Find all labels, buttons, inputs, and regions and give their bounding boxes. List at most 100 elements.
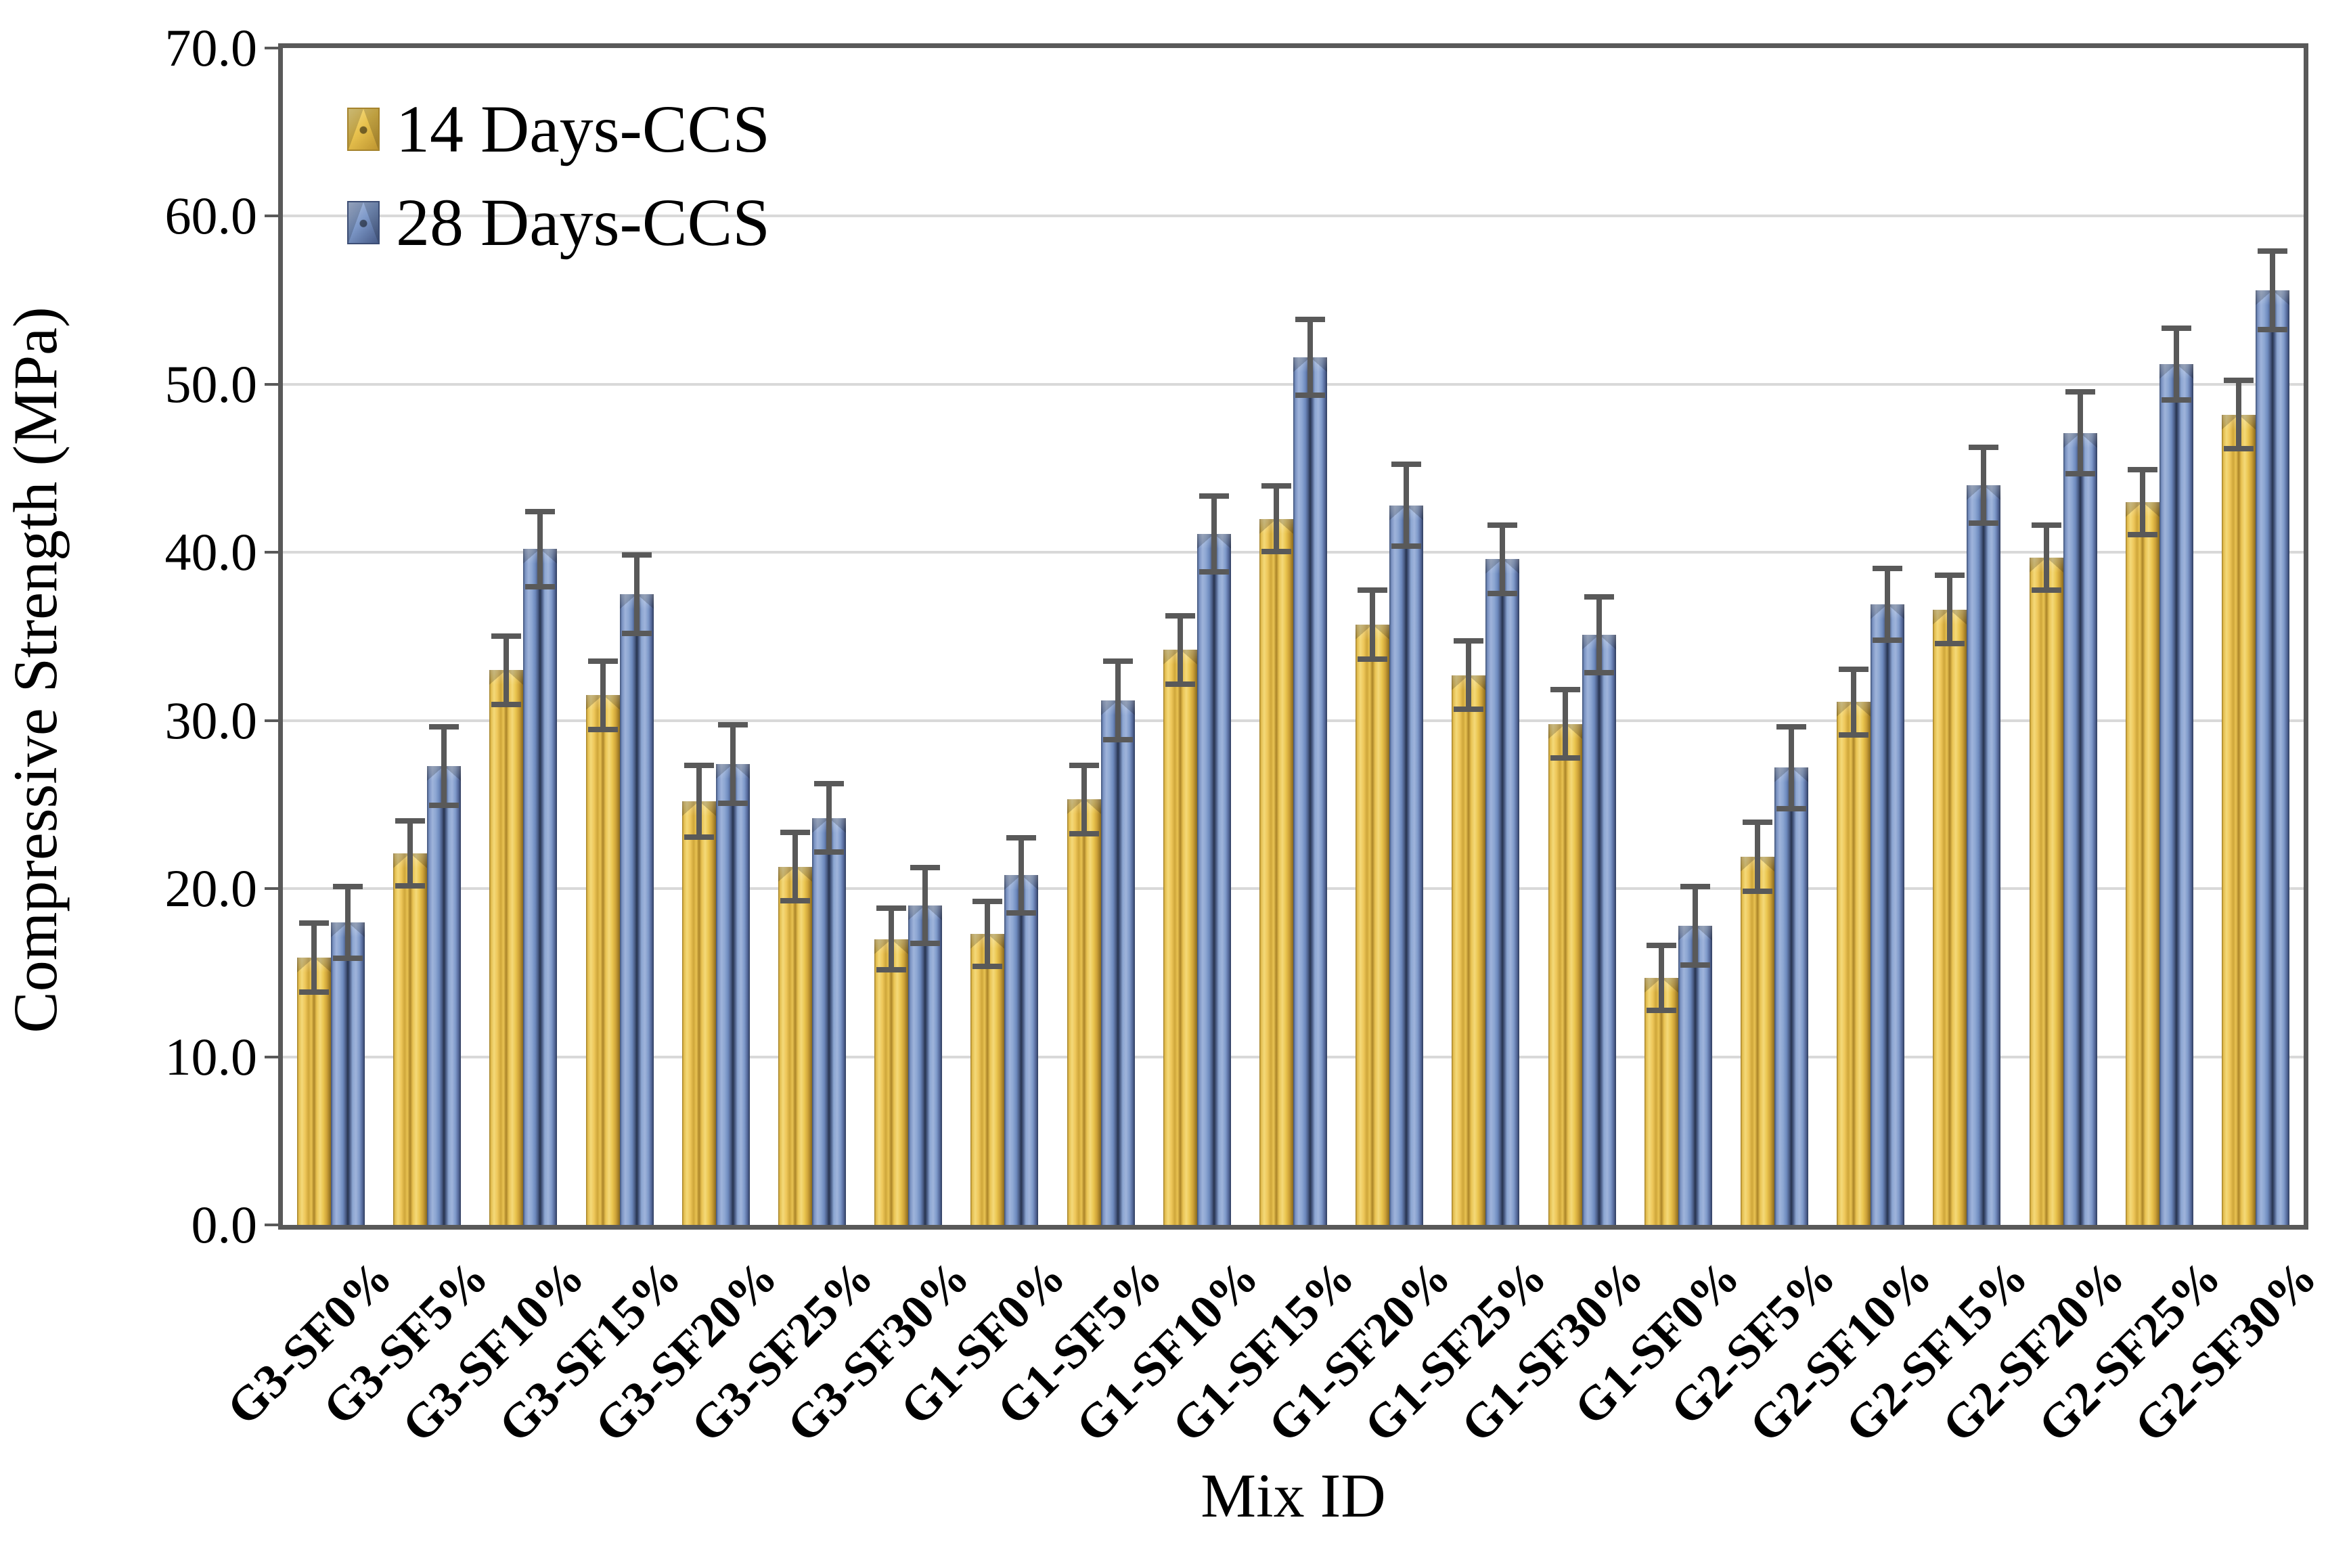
bar-14days-G3-SF30% (874, 939, 909, 1225)
error-bar-stem (1081, 767, 1087, 832)
error-bar-28days-G3-SF15% (621, 552, 652, 637)
legend: 14 Days-CCS 28 Days-CCS (347, 90, 770, 277)
error-bar-stem (1947, 578, 1953, 642)
bar-14days-G1-SF20% (1356, 625, 1390, 1225)
y-tick-50.0 (265, 382, 278, 386)
error-bar-stem (1115, 663, 1121, 737)
bar-14days-G1-SF10% (1163, 650, 1197, 1225)
y-tick-60.0 (265, 215, 278, 218)
error-bar-stem (1754, 825, 1760, 889)
error-bar-stem (889, 910, 895, 968)
error-bar-14days-G3-SF10% (491, 633, 522, 707)
error-bar-28days-G2-SF25% (2161, 325, 2191, 403)
error-bar-stem (1307, 322, 1313, 393)
legend-label-28-days: 28 Days-CCS (396, 185, 770, 260)
error-bar-stem (985, 904, 991, 964)
y-tick-label: 30.0 (164, 690, 258, 750)
error-bar-stem (1788, 729, 1794, 806)
error-bar-28days-G1-SF30% (1584, 594, 1614, 675)
error-bar-stem (1851, 672, 1857, 732)
error-bar-14days-G1-SF5% (1069, 762, 1099, 837)
error-bar-28days-G2-SF5% (1776, 723, 1806, 811)
bar-28days-G1-SF15% (1293, 357, 1327, 1225)
error-bar-28days-G1-SF5% (1102, 658, 1133, 742)
error-bar-stem (1885, 571, 1891, 638)
error-bar-28days-G3-SF5% (429, 723, 460, 808)
bar-28days-G1-SF10% (1196, 533, 1231, 1225)
bar-28days-G2-SF5% (1774, 767, 1808, 1225)
y-tick-20.0 (265, 887, 278, 891)
error-bar-14days-G2-SF30% (2223, 377, 2254, 452)
error-bar-stem (407, 823, 413, 884)
bar-14days-G3-SF20% (681, 801, 716, 1225)
error-bar-stem (1658, 947, 1664, 1008)
bar-28days-G3-SF0% (331, 922, 365, 1225)
bar-14days-G1-SF5% (1067, 799, 1101, 1225)
error-bar-14days-G3-SF25% (780, 830, 811, 904)
gridline-60 (283, 215, 2304, 218)
legend-item-14-days: 14 Days-CCS (347, 90, 770, 169)
y-tick-40.0 (265, 551, 278, 554)
error-bar-stem (2269, 253, 2275, 327)
error-bar-14days-G1-SF0% (1646, 942, 1676, 1013)
error-bar-stem (1500, 527, 1506, 591)
error-bar-stem (2173, 330, 2179, 398)
error-bar-stem (2235, 382, 2241, 447)
bar-14days-G3-SF25% (778, 866, 813, 1225)
error-bar-stem (503, 638, 510, 702)
bar-28days-G1-SF0% (1004, 875, 1039, 1225)
error-bar-stem (826, 786, 832, 850)
error-bar-stem (730, 727, 736, 801)
error-bar-stem (1466, 643, 1472, 707)
error-bar-stem (1562, 692, 1568, 756)
bar-14days-G3-SF5% (393, 853, 428, 1225)
bar-28days-G1-SF25% (1485, 559, 1520, 1225)
bar-14days-G2-SF20% (2029, 557, 2063, 1225)
error-bar-stem (2043, 527, 2049, 587)
error-bar-28days-G1-SF10% (1199, 493, 1229, 575)
bar-28days-G3-SF15% (619, 594, 654, 1225)
y-tick-30.0 (265, 719, 278, 722)
error-bar-stem (1692, 889, 1698, 962)
error-bar-14days-G1-SF20% (1358, 587, 1388, 662)
y-tick-label: 10.0 (164, 1027, 258, 1086)
error-bar-28days-G1-SF0% (1680, 883, 1710, 968)
error-bar-stem (1177, 618, 1183, 682)
bar-14days-G2-SF5% (1740, 856, 1774, 1225)
error-bar-stem (696, 767, 702, 835)
error-bar-28days-G1-SF20% (1391, 462, 1422, 550)
y-tick-10.0 (265, 1055, 278, 1058)
bar-28days-G2-SF20% (2063, 432, 2097, 1225)
error-bar-14days-G2-SF10% (1839, 667, 1869, 738)
bar-28days-G3-SF10% (523, 549, 558, 1225)
legend-swatch-28-days-icon (347, 201, 380, 244)
error-bar-28days-G2-SF10% (1873, 566, 1903, 644)
error-bar-28days-G2-SF15% (1969, 445, 1999, 526)
y-tick-label: 70.0 (164, 18, 258, 77)
legend-label-14-days: 14 Days-CCS (396, 91, 770, 166)
bar-28days-G3-SF20% (715, 764, 750, 1225)
error-bar-28days-G3-SF20% (717, 722, 748, 807)
error-bar-28days-G3-SF25% (814, 781, 845, 855)
bar-28days-G3-SF5% (427, 765, 462, 1225)
bar-28days-G3-SF30% (908, 905, 943, 1225)
bar-14days-G3-SF0% (297, 958, 332, 1225)
bar-28days-G1-SF5% (1100, 700, 1135, 1225)
bar-28days-G2-SF10% (1871, 604, 1905, 1225)
y-tick-0.0 (265, 1224, 278, 1226)
error-bar-28days-G1-SF25% (1487, 522, 1518, 596)
bar-28days-G1-SF20% (1389, 505, 1424, 1225)
error-bar-14days-G1-SF30% (1550, 687, 1580, 761)
bar-28days-G1-SF0% (1678, 925, 1712, 1225)
error-bar-stem (537, 514, 543, 584)
bar-28days-G1-SF30% (1582, 635, 1616, 1225)
error-bar-14days-G2-SF5% (1742, 820, 1772, 894)
error-bar-stem (2139, 472, 2145, 532)
bar-28days-G2-SF25% (2159, 364, 2193, 1225)
error-bar-stem (1981, 450, 1987, 520)
bar-14days-G2-SF30% (2221, 414, 2256, 1225)
error-bar-14days-G2-SF20% (2031, 522, 2061, 593)
bar-14days-G2-SF25% (2125, 501, 2159, 1225)
y-tick-label: 50.0 (164, 354, 258, 413)
